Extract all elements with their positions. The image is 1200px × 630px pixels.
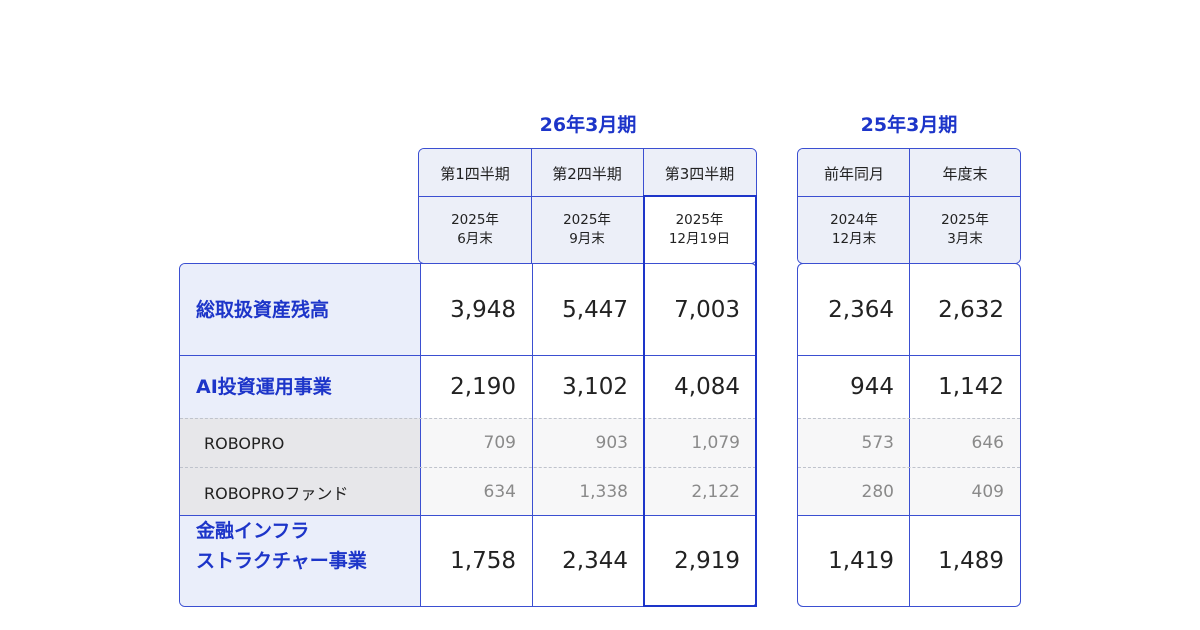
col-date-day: 12月19日 <box>668 231 731 247</box>
row-label-ai-investment: AI投資運用事業 <box>180 356 420 418</box>
value-cell: 3,948 <box>450 297 516 323</box>
col-date-year: 2025年 <box>563 212 611 228</box>
value-cell: 2,364 <box>828 297 894 323</box>
row-label-line: ストラクチャー事業 <box>196 550 367 572</box>
col-header-q2: 第2四半期 <box>531 149 643 197</box>
col-date-year: 2024年 <box>830 212 878 228</box>
col-date-day: 12月末 <box>831 231 877 247</box>
value-cell: 2,122 <box>644 468 756 516</box>
value-cell: 1,142 <box>938 374 1004 400</box>
col-date-year-end: 2025年 3月末 <box>910 197 1020 263</box>
divider <box>798 355 1020 356</box>
col-date-day: 3月末 <box>947 231 983 247</box>
previous-body-block: 2,364 2,632 944 1,142 573 646 280 409 1,… <box>797 263 1021 607</box>
value-cell: 1,758 <box>450 548 516 574</box>
period-title-26: 26年3月期 <box>539 114 637 136</box>
col-header-q3: 第3四半期 <box>643 149 756 197</box>
col-header-prev-month: 前年同月 <box>798 149 910 197</box>
dashed-divider <box>180 418 756 419</box>
divider <box>909 264 910 606</box>
period-title-25: 25年3月期 <box>860 114 958 136</box>
dashed-divider <box>798 467 1020 468</box>
divider <box>644 264 645 606</box>
col-date-day: 6月末 <box>457 231 493 247</box>
col-date-year: 2025年 <box>941 212 989 228</box>
row-label-robopro: ROBOPRO <box>180 418 420 468</box>
value-cell: 1,338 <box>532 468 644 516</box>
value-cell: 1,419 <box>828 548 894 574</box>
divider <box>909 149 910 263</box>
divider <box>798 196 1020 197</box>
current-body-block: 総取扱資産残高 3,948 5,447 7,003 AI投資運用事業 2,190… <box>179 263 757 607</box>
value-cell: 903 <box>532 418 644 468</box>
divider <box>798 515 1020 516</box>
previous-header-block: 前年同月 年度末 2024年 12月末 2025年 3月末 <box>797 148 1021 264</box>
value-cell: 4,084 <box>674 374 740 400</box>
value-cell: 2,632 <box>938 297 1004 323</box>
divider <box>531 149 532 263</box>
divider <box>419 196 756 197</box>
value-cell: 634 <box>420 468 532 516</box>
value-cell: 5,447 <box>562 297 628 323</box>
value-cell: 2,190 <box>450 374 516 400</box>
dashed-divider <box>798 418 1020 419</box>
value-cell: 409 <box>910 468 1020 516</box>
row-label-financial-infra: 金融インフラ ストラクチャー事業 <box>180 516 420 606</box>
value-cell: 2,919 <box>674 548 740 574</box>
value-cell: 280 <box>798 468 910 516</box>
value-cell: 3,102 <box>562 374 628 400</box>
col-header-q1: 第1四半期 <box>419 149 531 197</box>
col-date-q2: 2025年 9月末 <box>531 197 643 263</box>
value-cell: 944 <box>850 374 894 400</box>
col-date-year: 2025年 <box>675 212 724 228</box>
dashed-divider <box>180 467 756 468</box>
col-date-day: 9月末 <box>569 231 605 247</box>
value-cell: 2,344 <box>562 548 628 574</box>
value-cell: 1,489 <box>938 548 1004 574</box>
value-cell: 646 <box>910 418 1020 468</box>
col-date-q1: 2025年 6月末 <box>419 197 531 263</box>
value-cell: 709 <box>420 418 532 468</box>
row-label-line: 金融インフラ <box>196 520 310 542</box>
divider <box>180 515 756 516</box>
row-label-robopro-fund: ROBOPROファンド <box>180 468 420 516</box>
col-date-prev-month: 2024年 12月末 <box>798 197 910 263</box>
value-cell: 573 <box>798 418 910 468</box>
row-label-total-aum: 総取扱資産残高 <box>180 264 420 356</box>
value-cell: 1,079 <box>644 418 756 468</box>
divider <box>420 264 421 606</box>
col-date-year: 2025年 <box>451 212 499 228</box>
divider <box>643 149 644 263</box>
col-header-year-end: 年度末 <box>910 149 1020 197</box>
divider <box>180 355 756 356</box>
value-cell: 7,003 <box>674 297 740 323</box>
current-header-block: 第1四半期 第2四半期 第3四半期 2025年 6月末 2025年 9月末 20… <box>418 148 757 264</box>
divider <box>532 264 533 606</box>
col-date-q3: 2025年 12月19日 <box>643 197 756 263</box>
